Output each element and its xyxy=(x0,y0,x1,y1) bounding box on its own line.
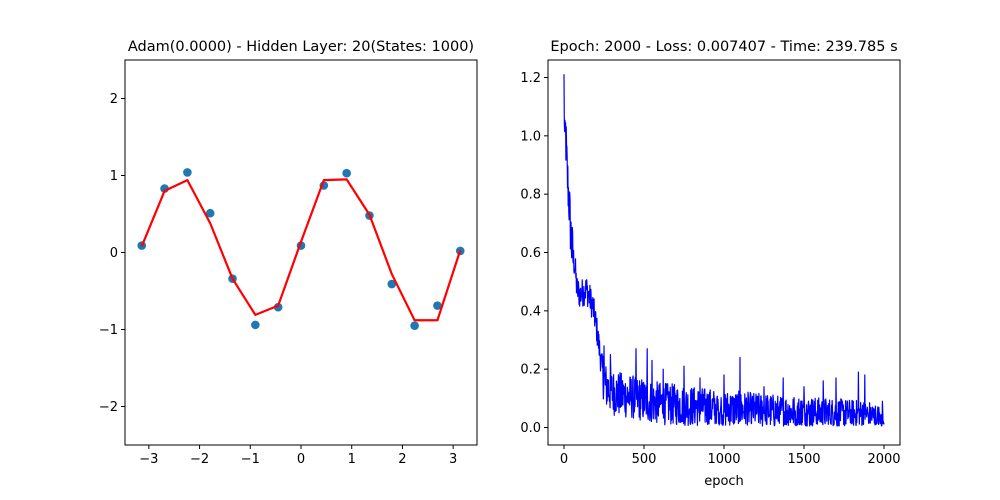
x-tick-label: 1500 xyxy=(787,452,820,467)
x-tick-label: 1000 xyxy=(707,452,740,467)
scatter-point xyxy=(342,168,351,178)
y-tick-label: 0.0 xyxy=(520,421,541,436)
y-tick-label: 1.2 xyxy=(520,71,541,86)
loss-line xyxy=(563,74,885,427)
x-tick-label: 0 xyxy=(560,452,568,467)
right-x-axis-label: epoch xyxy=(704,474,744,489)
scatter-point xyxy=(273,302,283,312)
right-plot-area: 0 500 1000 1500 2000 0.0 0.2 0.4 0.6 0.8 1.0 1.2 xyxy=(520,71,900,467)
y-tick-label: 1 xyxy=(110,169,118,184)
x-tick-label: 0 xyxy=(297,452,305,467)
y-tick-label: −1 xyxy=(99,323,118,338)
y-tick-label: 2 xyxy=(110,92,118,107)
right-axes-frame xyxy=(547,59,901,446)
left-plot-area: −3 −2 −1 0 1 2 3 −2 −1 0 1 2 xyxy=(99,92,465,467)
right-chart-title: Epoch: 2000 - Loss: 0.007407 - Time: 239… xyxy=(550,39,897,55)
y-tick-label: 0.2 xyxy=(520,363,541,378)
y-tick-label: 0.8 xyxy=(520,188,541,203)
x-tick-label: 3 xyxy=(449,452,457,467)
scatter-point xyxy=(205,208,215,218)
y-tick-label: 0.4 xyxy=(520,304,541,319)
right-panel: Epoch: 2000 - Loss: 0.007407 - Time: 239… xyxy=(520,39,900,489)
x-tick-label: 1 xyxy=(348,452,356,467)
x-tick-label: −2 xyxy=(190,452,209,467)
scatter-point xyxy=(433,301,442,310)
left-axes-frame xyxy=(124,59,478,446)
x-tick-label: 500 xyxy=(632,452,657,467)
scatter-point xyxy=(387,279,397,289)
left-chart-title: Adam(0.0000) - Hidden Layer: 20(States: … xyxy=(128,39,474,55)
series-group xyxy=(137,168,465,330)
y-tick-label: 1.0 xyxy=(520,129,541,144)
left-panel: Adam(0.0000) - Hidden Layer: 20(States: … xyxy=(99,39,478,467)
x-tick-label: −3 xyxy=(139,452,158,467)
y-tick-label: 0.6 xyxy=(520,246,541,261)
y-tick-label: 0 xyxy=(110,246,118,261)
x-tick-label: 2 xyxy=(398,452,406,467)
x-tick-label: 2000 xyxy=(867,452,900,467)
fit-line xyxy=(140,178,462,322)
y-tick-label: −2 xyxy=(99,400,118,415)
series-group xyxy=(563,74,885,427)
scatter-point xyxy=(183,168,192,177)
scatter-point xyxy=(251,320,260,330)
x-tick-label: −1 xyxy=(241,452,260,467)
scatter-point xyxy=(410,321,419,330)
